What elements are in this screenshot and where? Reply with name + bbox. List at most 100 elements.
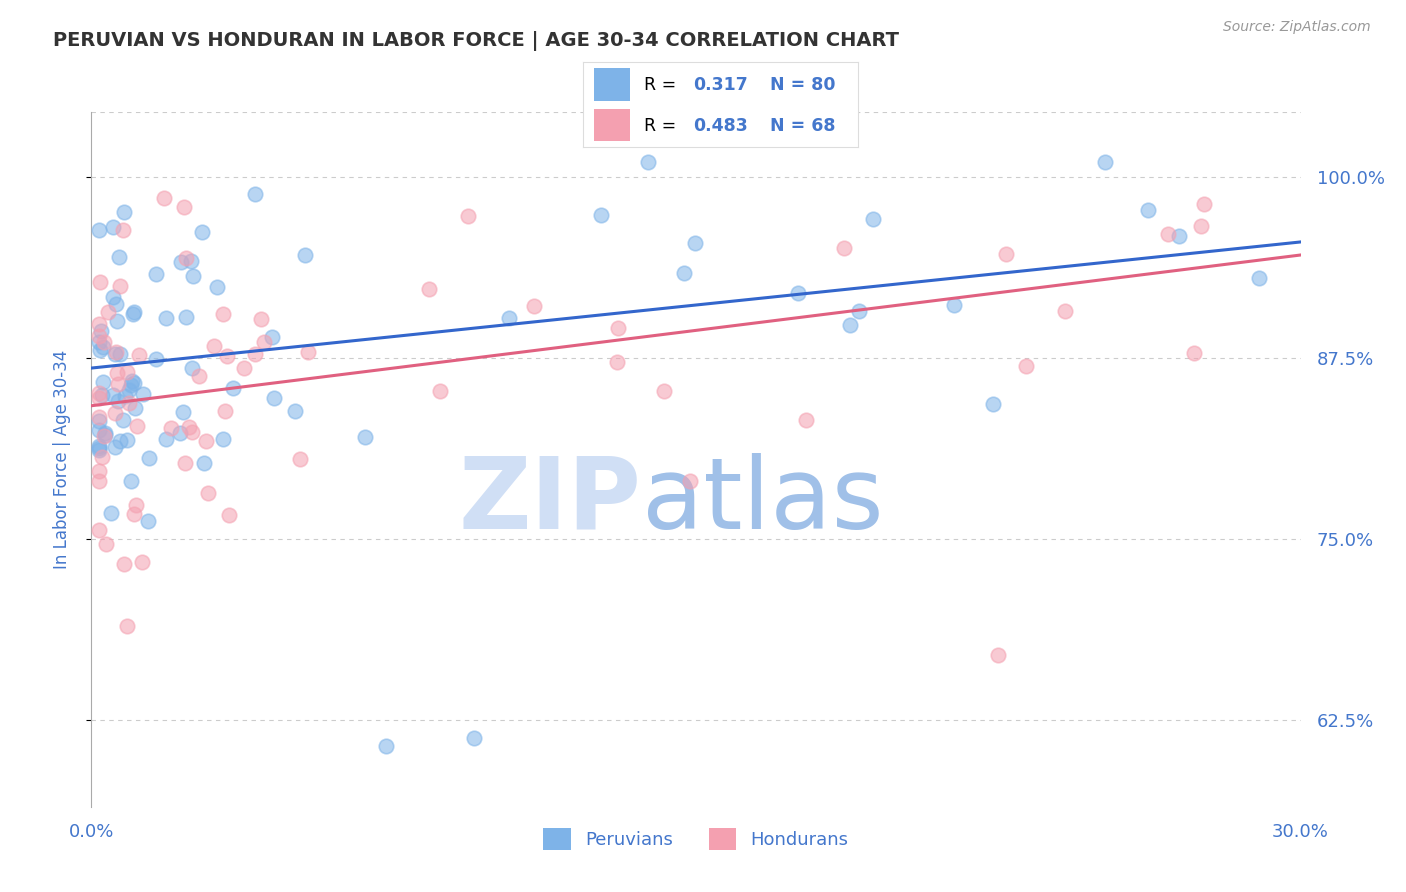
Point — [374, 739, 396, 754]
Point — [105, 297, 128, 311]
Point — [838, 318, 860, 332]
Point — [297, 345, 319, 359]
Point — [89, 439, 111, 453]
Point — [115, 365, 138, 379]
Point — [108, 347, 131, 361]
Point — [89, 410, 111, 425]
Point — [108, 434, 131, 448]
Point — [121, 374, 143, 388]
Point — [138, 450, 160, 465]
Point — [114, 389, 136, 403]
Point — [195, 434, 218, 448]
Text: PERUVIAN VS HONDURAN IN LABOR FORCE | AGE 30-34 CORRELATION CHART: PERUVIAN VS HONDURAN IN LABOR FORCE | AG… — [53, 31, 900, 51]
Point — [786, 285, 808, 300]
Point — [131, 555, 153, 569]
Point — [89, 343, 111, 358]
Point — [637, 155, 659, 169]
Point — [89, 474, 111, 488]
Point — [191, 226, 214, 240]
Legend: Peruvians, Hondurans: Peruvians, Hondurans — [536, 821, 856, 857]
Point — [1094, 155, 1116, 169]
Point — [180, 425, 202, 439]
Point — [253, 334, 276, 349]
Point — [104, 406, 127, 420]
Point — [122, 376, 145, 390]
Point — [89, 223, 111, 237]
Point — [288, 452, 311, 467]
Point — [1189, 219, 1212, 233]
Point — [463, 731, 485, 745]
Point — [120, 474, 142, 488]
Point — [136, 515, 159, 529]
Point — [181, 361, 204, 376]
Point — [131, 387, 153, 401]
Point — [457, 209, 479, 223]
Point — [89, 442, 111, 457]
Point — [124, 401, 146, 415]
Text: R =: R = — [644, 117, 682, 135]
Point — [188, 368, 211, 383]
Point — [153, 192, 176, 206]
Point — [125, 418, 148, 433]
Point — [145, 352, 167, 367]
Point — [1054, 304, 1077, 318]
Point — [673, 266, 696, 280]
Point — [429, 384, 451, 398]
Point — [103, 440, 125, 454]
Point — [233, 361, 256, 376]
Point — [173, 200, 195, 214]
Point — [202, 338, 225, 352]
Point — [994, 247, 1017, 261]
Point — [169, 425, 191, 440]
Point — [217, 349, 239, 363]
Point — [94, 428, 117, 442]
Text: atlas: atlas — [641, 452, 883, 549]
Point — [218, 508, 240, 522]
Point — [101, 220, 124, 235]
Point — [181, 268, 204, 283]
Point — [679, 474, 702, 488]
Point — [97, 304, 120, 318]
Point — [197, 486, 219, 500]
Point — [103, 290, 125, 304]
Point — [832, 241, 855, 255]
Point — [105, 345, 128, 359]
Point — [89, 392, 111, 406]
Point — [987, 648, 1010, 662]
Point — [121, 308, 143, 322]
Text: Source: ZipAtlas.com: Source: ZipAtlas.com — [1223, 20, 1371, 34]
Point — [212, 432, 235, 446]
Point — [214, 404, 236, 418]
Point — [1137, 203, 1160, 218]
Point — [1192, 197, 1215, 211]
Text: N = 68: N = 68 — [770, 117, 835, 135]
Point — [589, 208, 612, 222]
Point — [260, 330, 283, 344]
Point — [862, 211, 884, 226]
Point — [122, 304, 145, 318]
Point — [1249, 270, 1271, 285]
Point — [89, 423, 111, 437]
Text: N = 80: N = 80 — [770, 77, 835, 95]
Point — [90, 387, 112, 401]
Point — [606, 355, 628, 369]
Point — [89, 275, 111, 289]
Point — [418, 282, 440, 296]
Point — [943, 298, 966, 312]
Point — [118, 396, 141, 410]
Point — [104, 347, 127, 361]
Point — [174, 310, 197, 325]
Point — [174, 252, 197, 266]
Point — [243, 186, 266, 201]
Point — [1168, 229, 1191, 244]
Point — [111, 222, 134, 236]
Point — [89, 442, 111, 456]
Point — [93, 335, 115, 350]
Point — [115, 618, 138, 632]
Point — [112, 557, 135, 571]
Point — [94, 426, 117, 441]
Point — [89, 524, 111, 538]
Point — [250, 312, 273, 326]
Point — [794, 413, 817, 427]
Point — [607, 320, 630, 334]
